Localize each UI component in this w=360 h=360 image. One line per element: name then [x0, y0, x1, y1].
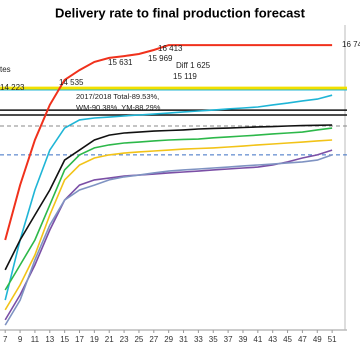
x-tick-label: 31 [179, 335, 188, 344]
series-line [4, 154, 333, 326]
x-tick-label: 47 [298, 335, 307, 344]
annotation: 14 535 [59, 78, 84, 87]
series-line [4, 124, 333, 271]
x-tick-label: 7 [3, 335, 8, 344]
annotation: 16 413 [158, 44, 183, 53]
x-tick-label: 51 [328, 335, 337, 344]
x-tick-label: 17 [75, 335, 84, 344]
x-tick-label: 27 [149, 335, 158, 344]
series-line [4, 94, 333, 301]
x-tick-label: 41 [253, 335, 262, 344]
x-tick-label: 39 [239, 335, 248, 344]
annotation: 16 74 [342, 40, 360, 49]
series-line [4, 127, 333, 291]
x-tick-label: 35 [209, 335, 218, 344]
x-tick-label: 43 [268, 335, 277, 344]
series-line [4, 44, 333, 241]
x-tick-label: 37 [224, 335, 233, 344]
series-line [4, 139, 333, 311]
annotation: tes [0, 65, 11, 74]
x-tick-label: 13 [45, 335, 54, 344]
annotation: 15 119 [173, 72, 197, 81]
x-tick-label: 19 [90, 335, 99, 344]
x-tick-label: 23 [120, 335, 129, 344]
x-tick-label: 45 [283, 335, 292, 344]
x-tick-label: 15 [60, 335, 69, 344]
annotation: 15 969 [148, 54, 173, 63]
x-tick-label: 11 [31, 335, 40, 344]
annotation: WM-90.38%, YM-88.29% [76, 103, 161, 112]
x-tick-label: 49 [313, 335, 322, 344]
annotation: 14 223 [0, 83, 25, 92]
chart-title: Delivery rate to final production foreca… [55, 5, 306, 20]
annotation: 15 631 [108, 58, 133, 67]
annotation: 2017/2018 Total-89.53%, [76, 92, 159, 101]
x-tick-label: 9 [18, 335, 23, 344]
x-tick-label: 25 [134, 335, 143, 344]
x-tick-label: 21 [105, 335, 114, 344]
x-tick-label: 33 [194, 335, 203, 344]
annotation: Diff 1 625 [176, 61, 211, 70]
x-tick-label: 29 [164, 335, 173, 344]
